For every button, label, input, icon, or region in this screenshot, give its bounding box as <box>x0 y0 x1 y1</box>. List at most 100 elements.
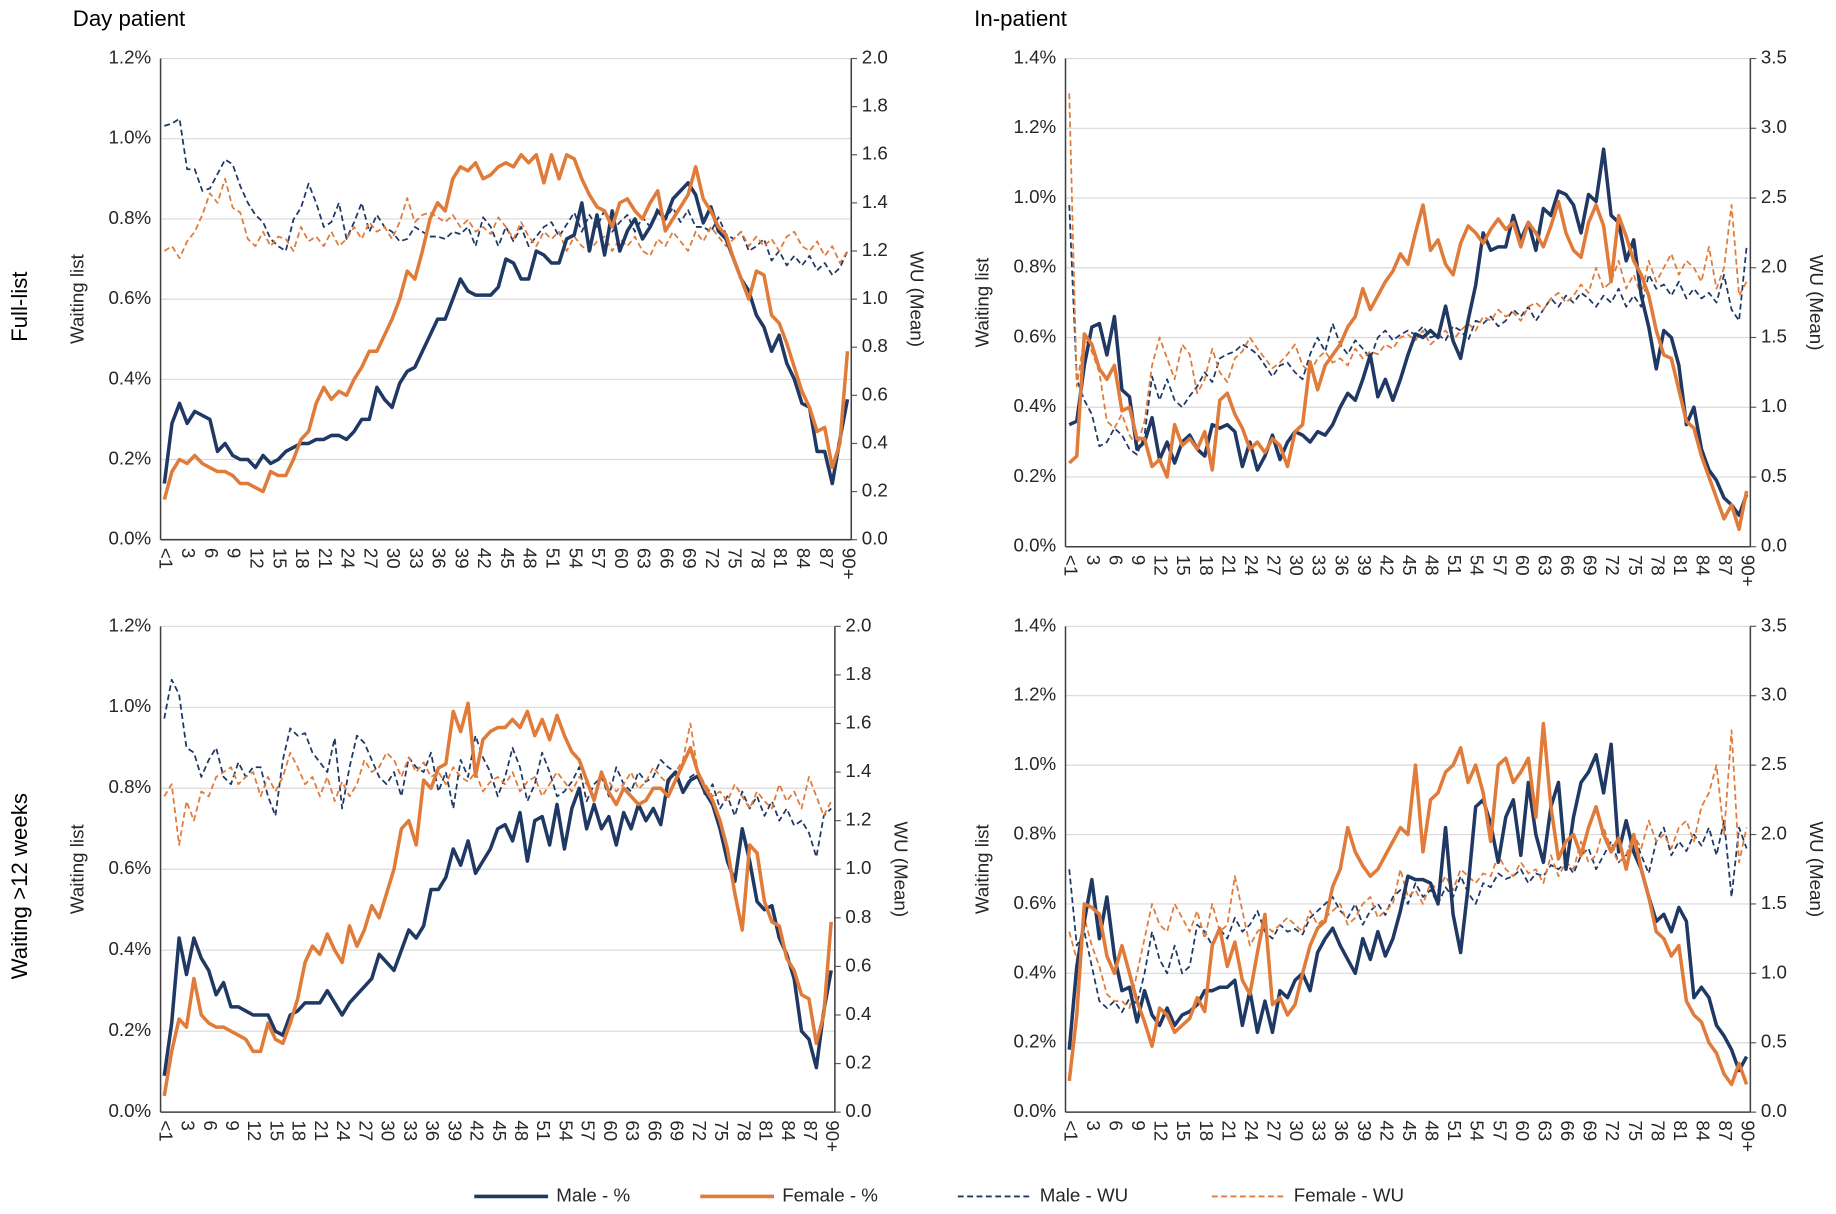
x-tick-label: 15 <box>1173 1120 1194 1141</box>
x-tick-label: 60 <box>1512 1120 1533 1141</box>
y2-tick-label: 1.0 <box>862 287 888 308</box>
x-tick-label: 6 <box>1105 1120 1126 1130</box>
x-tick-label: 6 <box>201 548 222 558</box>
x-tick-label: 12 <box>246 548 267 569</box>
x-tick-label: 3 <box>1083 1120 1104 1130</box>
x-tick-label: 72 <box>689 1120 710 1141</box>
series-line <box>1068 204 1748 456</box>
y-tick-label: 0.4% <box>109 367 152 388</box>
y2-tick-label: 0.0 <box>845 1100 871 1121</box>
x-tick-label: <1 <box>155 548 176 569</box>
x-tick-label: 90+ <box>1738 1120 1759 1152</box>
y2-tick-label: 1.4 <box>862 191 888 212</box>
x-tick-label: 48 <box>1422 555 1443 576</box>
x-tick-label: 15 <box>266 1120 287 1141</box>
x-tick-label: 66 <box>656 548 677 569</box>
x-tick-label: 66 <box>1557 1120 1578 1141</box>
x-tick-label: 24 <box>1241 555 1262 576</box>
y2-tick-label: 3.5 <box>1761 614 1787 635</box>
x-tick-label: 18 <box>1196 555 1217 576</box>
x-tick-label: 21 <box>311 1120 332 1141</box>
x-tick-label: 12 <box>1151 1120 1172 1141</box>
x-tick-label: 57 <box>588 548 609 569</box>
x-tick-label: 81 <box>756 1120 777 1141</box>
x-tick-label: 75 <box>711 1120 732 1141</box>
x-tick-label: 45 <box>497 548 518 569</box>
x-tick-label: 72 <box>1602 555 1623 576</box>
y2-tick-label: 2.5 <box>1761 753 1787 774</box>
y-tick-label: 0.8% <box>109 776 152 797</box>
x-tick-label: 84 <box>793 548 814 569</box>
x-tick-label: 66 <box>1557 555 1578 576</box>
y-tick-label: 0.2% <box>109 1019 152 1040</box>
y2-tick-label: 2.0 <box>1761 822 1787 843</box>
x-tick-label: 69 <box>667 1120 688 1141</box>
y2-axis-label: WU (Mean) <box>907 251 928 347</box>
y2-tick-label: 0.8 <box>845 906 871 927</box>
y-tick-label: 0.4% <box>1013 961 1056 982</box>
y2-tick-label: 0.6 <box>845 954 871 975</box>
series-line <box>162 153 850 501</box>
x-tick-label: 75 <box>1625 1120 1646 1141</box>
y-axis-label: Waiting list <box>67 824 88 915</box>
x-tick-label: 33 <box>1309 1120 1330 1141</box>
x-tick-label: 63 <box>1534 1120 1555 1141</box>
x-tick-label: 15 <box>1173 555 1194 576</box>
x-tick-label: 6 <box>1105 555 1126 565</box>
x-tick-label: 18 <box>292 548 313 569</box>
x-tick-label: 57 <box>578 1120 599 1141</box>
x-tick-label: <1 <box>155 1120 176 1141</box>
y2-tick-label: 3.0 <box>1761 116 1787 137</box>
x-tick-label: 3 <box>178 548 199 558</box>
y-tick-label: 0.6% <box>109 287 152 308</box>
x-tick-label: 48 <box>520 548 541 569</box>
x-tick-label: 69 <box>1580 555 1601 576</box>
x-tick-label: 21 <box>315 548 336 569</box>
row-title: Full-list <box>7 271 32 342</box>
x-tick-label: 3 <box>178 1120 199 1130</box>
y-tick-label: 1.2% <box>1013 116 1056 137</box>
y-tick-label: 0.8% <box>1013 822 1056 843</box>
x-tick-label: 45 <box>1399 1120 1420 1141</box>
x-tick-label: 75 <box>1625 555 1646 576</box>
x-tick-label: 30 <box>1286 555 1307 576</box>
y2-tick-label: 1.6 <box>845 711 871 732</box>
x-tick-label: 15 <box>269 548 290 569</box>
x-tick-label: 63 <box>622 1120 643 1141</box>
x-tick-label: 60 <box>600 1120 621 1141</box>
x-tick-label: 69 <box>1580 1120 1601 1141</box>
x-tick-label: <1 <box>1060 555 1081 576</box>
series-line <box>1067 721 1749 1087</box>
x-tick-label: <1 <box>1060 1120 1081 1141</box>
y2-tick-label: 2.5 <box>1761 186 1787 207</box>
x-tick-label: 36 <box>422 1120 443 1141</box>
series-line <box>1067 742 1749 1073</box>
x-tick-label: 84 <box>1692 555 1713 576</box>
x-tick-label: 81 <box>770 548 791 569</box>
x-tick-label: 24 <box>338 548 359 569</box>
y-tick-label: 0.0% <box>109 1100 152 1121</box>
y-tick-label: 1.2% <box>109 46 152 67</box>
y2-tick-label: 1.8 <box>862 95 888 116</box>
y2-tick-label: 1.8 <box>845 663 871 684</box>
y2-tick-label: 1.6 <box>862 143 888 164</box>
y-tick-label: 0.8% <box>109 207 152 228</box>
x-tick-label: 81 <box>1670 555 1691 576</box>
x-tick-label: 27 <box>355 1120 376 1141</box>
y-tick-label: 1.2% <box>1013 684 1056 705</box>
x-tick-label: 48 <box>511 1120 532 1141</box>
y2-tick-label: 2.0 <box>845 614 871 635</box>
x-tick-label: 72 <box>702 548 723 569</box>
x-tick-label: 90+ <box>839 548 860 580</box>
y2-tick-label: 0.4 <box>862 431 888 452</box>
y2-tick-label: 0.0 <box>1761 1100 1787 1121</box>
column-title: In-patient <box>974 6 1068 31</box>
y-tick-label: 0.0% <box>1013 535 1056 556</box>
x-tick-label: 78 <box>1647 1120 1668 1141</box>
y-tick-label: 0.2% <box>1013 1031 1056 1052</box>
x-tick-label: 9 <box>224 548 245 558</box>
series-line <box>1068 199 1749 532</box>
x-tick-label: 81 <box>1670 1120 1691 1141</box>
y2-tick-label: 1.2 <box>845 809 871 830</box>
x-tick-label: 27 <box>1264 555 1285 576</box>
